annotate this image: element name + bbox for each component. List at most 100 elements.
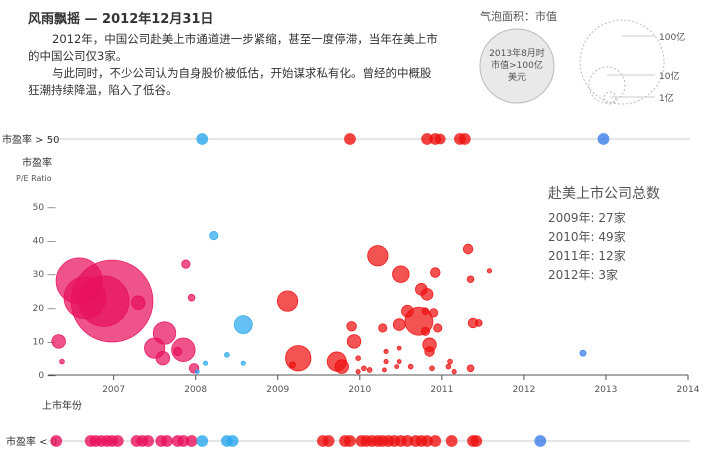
data-bubble[interactable] — [155, 351, 171, 366]
data-bubble[interactable] — [63, 276, 107, 320]
data-bubble[interactable] — [378, 323, 388, 333]
data-bubble[interactable] — [346, 334, 362, 349]
x-ticks: 2007 2008 2009 2010 2011 2012 2013 2014 — [102, 375, 700, 395]
bottom-row-bubble[interactable] — [226, 435, 239, 447]
data-bubble[interactable] — [447, 358, 453, 365]
stat-count: 27家 — [598, 211, 626, 225]
data-bubble[interactable] — [424, 346, 435, 357]
bottom-row-bubble[interactable] — [50, 435, 63, 447]
stats-panel: 赴美上市公司总数 2009年: 27家 2010年: 49家 2011年: 12… — [548, 183, 660, 285]
data-bubble[interactable] — [420, 288, 434, 301]
bottom-row-bubble[interactable] — [142, 435, 154, 447]
legend-circle-100 — [579, 19, 665, 105]
stat-year: 2012年: — [548, 268, 595, 282]
bottom-row-bubble[interactable] — [470, 435, 483, 447]
data-bubble[interactable] — [355, 369, 361, 375]
data-bubble[interactable] — [367, 245, 389, 267]
bottom-row-bubble[interactable] — [177, 435, 190, 447]
legend-circle-1 — [603, 91, 617, 105]
top-row-bubble[interactable] — [344, 133, 356, 145]
y-tick-label: 20 — — [33, 304, 56, 314]
data-bubble[interactable] — [383, 348, 389, 355]
data-bubble[interactable] — [382, 367, 387, 373]
data-bubble[interactable] — [433, 323, 443, 333]
top-row-bubble[interactable] — [421, 133, 433, 145]
data-bubble[interactable] — [355, 355, 361, 362]
bottom-row-bubble[interactable] — [111, 435, 124, 447]
data-bubble[interactable] — [392, 318, 406, 331]
data-bubble[interactable] — [392, 265, 410, 283]
data-bubble[interactable] — [429, 308, 439, 318]
legend-note-circle — [479, 28, 555, 104]
x-tick-label: 2007 — [102, 385, 125, 395]
data-bubble[interactable] — [429, 365, 435, 372]
y-ticks: 0 — 10 — 20 — 30 — 40 — 50 — — [33, 203, 56, 381]
data-bubble[interactable] — [289, 361, 296, 369]
intro-paragraph-2: 与此同时，不少公司认为自身股价被低估，开始谋求私有化。曾经的中概股狂潮持续降温，… — [28, 66, 432, 97]
bottom-row-bubble[interactable] — [421, 435, 433, 447]
top-row-bubble[interactable] — [458, 133, 471, 145]
data-bubble[interactable] — [462, 243, 474, 255]
top-row-label: 市盈率 > 50 — [2, 133, 59, 146]
data-bubble[interactable] — [233, 315, 253, 334]
stat-2012: 2012年: 3家 — [548, 266, 660, 285]
data-bubble[interactable] — [445, 363, 452, 370]
x-tick-label: 2010 — [348, 385, 371, 395]
data-bubble[interactable] — [396, 345, 402, 351]
data-bubble[interactable] — [466, 364, 475, 373]
bottom-row-bubble[interactable] — [185, 435, 198, 447]
bottom-row-bubble[interactable] — [322, 435, 335, 447]
data-bubble[interactable] — [579, 349, 587, 357]
data-bubble[interactable] — [346, 321, 357, 332]
data-bubble[interactable] — [430, 267, 441, 278]
data-bubble[interactable] — [407, 363, 414, 370]
top-row-bubble[interactable] — [196, 133, 209, 145]
bottom-row-bubble[interactable] — [534, 435, 547, 447]
x-tick-label: 2013 — [594, 385, 617, 395]
bottom-row-bubble[interactable] — [344, 435, 356, 447]
top-row-bubble[interactable] — [597, 133, 610, 145]
data-bubble[interactable] — [181, 259, 191, 269]
data-bubble[interactable] — [334, 359, 349, 374]
data-bubble[interactable] — [187, 293, 196, 302]
data-bubble[interactable] — [361, 365, 367, 372]
bottom-row-bubbles — [50, 435, 547, 447]
data-bubble[interactable] — [209, 230, 219, 241]
data-bubble[interactable] — [240, 360, 246, 366]
stat-2009: 2009年: 27家 — [548, 209, 660, 228]
data-bubble[interactable] — [394, 364, 400, 370]
x-tick-label: 2009 — [266, 385, 289, 395]
data-bubble[interactable] — [276, 290, 299, 312]
bottom-row-bubble[interactable] — [445, 435, 458, 447]
data-bubble[interactable] — [466, 275, 475, 284]
data-bubble[interactable] — [59, 358, 65, 365]
bottom-row-bubble[interactable] — [429, 435, 442, 447]
top-row-bubble[interactable] — [434, 133, 446, 145]
data-bubble[interactable] — [51, 334, 66, 349]
legend-note: 2013年8月时市值>100亿美元 — [489, 47, 545, 83]
data-bubble[interactable] — [396, 359, 402, 364]
data-bubble[interactable] — [366, 367, 373, 373]
data-bubble[interactable] — [401, 304, 414, 318]
x-axis-label: 上市年份 — [42, 399, 82, 412]
legend-label-10: 10亿 — [659, 70, 679, 82]
page-title: 风雨飘摇 — 2012年12月31日 — [28, 12, 214, 27]
data-bubble[interactable] — [420, 326, 431, 336]
data-bubble[interactable] — [421, 307, 430, 315]
bottom-row-bubble[interactable] — [161, 435, 173, 447]
data-bubble[interactable] — [451, 369, 457, 375]
data-bubble[interactable] — [194, 369, 200, 375]
data-bubble[interactable] — [131, 295, 146, 310]
data-bubble[interactable] — [202, 360, 209, 366]
data-bubble[interactable] — [486, 268, 492, 274]
data-bubble[interactable] — [285, 345, 312, 372]
stat-count: 12家 — [598, 249, 626, 263]
bottom-row-bubble[interactable] — [196, 435, 209, 447]
bottom-row-bubble[interactable] — [401, 435, 414, 447]
size-legend: 100亿 10亿 1亿 2013年8月时市值>100亿美元 — [479, 19, 685, 105]
data-bubble[interactable] — [383, 359, 389, 365]
stat-year: 2011年: — [548, 249, 595, 263]
data-bubble[interactable] — [474, 319, 483, 327]
data-bubble[interactable] — [224, 352, 230, 358]
data-bubble[interactable] — [173, 346, 183, 357]
